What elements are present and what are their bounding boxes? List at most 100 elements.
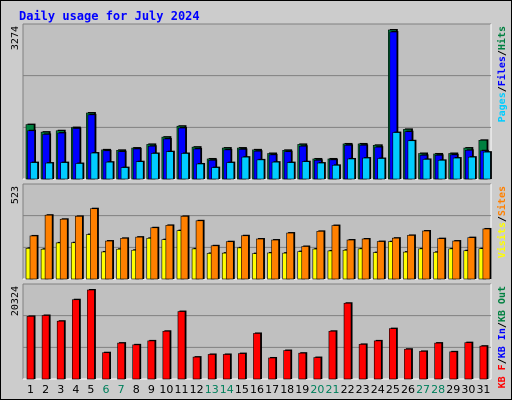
bar-pages-day-15 — [241, 156, 250, 180]
legend-bottom-item-4: KB Out — [497, 286, 508, 322]
bar-sites-day-7 — [120, 238, 128, 280]
x-tick-label-day-3: 3 — [57, 383, 64, 396]
y-max-label-top: 3274 — [10, 26, 21, 50]
x-tick-label-day-21: 21 — [325, 383, 339, 396]
x-tick-label-day-14: 14 — [220, 383, 234, 396]
x-tick-label-day-7: 7 — [118, 383, 125, 396]
bar-pages-day-13 — [211, 167, 219, 180]
bar-sites-day-27 — [422, 230, 430, 280]
bar-kbf-day-8 — [132, 344, 140, 380]
bar-kbf-day-28 — [434, 342, 442, 380]
bar-sites-day-14 — [225, 241, 234, 280]
bar-pages-day-14 — [226, 162, 235, 180]
x-tick-label-day-30: 30 — [461, 383, 475, 396]
y-max-label-bottom: 20324 — [10, 286, 21, 316]
x-tick-label-day-12: 12 — [190, 383, 204, 396]
legend-top-item-3: / — [497, 50, 508, 56]
bar-pages-day-10 — [166, 151, 174, 180]
legend-bottom-item-3: / — [497, 322, 508, 328]
bar-sites-day-20 — [316, 231, 325, 280]
bar-pages-day-19 — [301, 161, 310, 180]
bar-pages-day-16 — [256, 159, 265, 180]
bar-kbf-day-25 — [389, 328, 397, 380]
legend-bottom-item-0: KB F — [497, 364, 508, 388]
bar-sites-day-15 — [241, 235, 249, 280]
x-tick-label-day-20: 20 — [310, 383, 324, 396]
bar-pages-day-22 — [347, 158, 355, 180]
bar-kbf-day-24 — [373, 340, 382, 380]
x-tick-label-day-29: 29 — [446, 383, 460, 396]
bar-kbf-day-31 — [479, 345, 488, 380]
x-tick-label-day-24: 24 — [371, 383, 385, 396]
x-tick-label-day-2: 2 — [42, 383, 49, 396]
bar-kbf-day-18 — [283, 350, 291, 380]
x-tick-label-day-26: 26 — [401, 383, 415, 396]
bar-sites-day-19 — [301, 246, 310, 280]
bar-pages-day-25 — [392, 132, 401, 180]
bar-pages-day-30 — [468, 156, 476, 180]
bar-sites-day-13 — [210, 245, 219, 280]
x-tick-label-day-31: 31 — [476, 383, 490, 396]
bar-pages-day-26 — [407, 140, 416, 180]
legend-top-item-2: Files — [496, 56, 508, 86]
bar-pages-day-31 — [483, 151, 491, 180]
x-tick-label-day-8: 8 — [133, 383, 140, 396]
bar-kbf-day-29 — [449, 351, 458, 380]
legend-top-item-0: Pages — [497, 92, 508, 122]
legend-middle-item-0: Visits — [496, 222, 508, 258]
bar-kbf-day-21 — [328, 330, 337, 380]
x-tick-label-day-10: 10 — [159, 383, 173, 396]
bar-sites-day-28 — [437, 238, 445, 280]
x-tick-label-day-16: 16 — [250, 383, 264, 396]
bar-pages-day-5 — [90, 152, 99, 180]
x-tick-label-day-13: 13 — [205, 383, 219, 396]
x-tick-label-day-1: 1 — [27, 383, 34, 396]
bar-kbf-day-12 — [192, 356, 201, 380]
chart-title: Daily usage for July 2024 — [19, 9, 200, 23]
x-tick-label-day-27: 27 — [416, 383, 430, 396]
bar-pages-day-11 — [181, 153, 189, 180]
bar-pages-day-23 — [362, 157, 370, 180]
bar-sites-day-16 — [256, 238, 264, 280]
bar-kbf-day-27 — [419, 351, 427, 380]
bar-kbf-day-10 — [162, 330, 171, 380]
x-tick-label-day-11: 11 — [175, 383, 189, 396]
x-tick-label-day-17: 17 — [265, 383, 279, 396]
bar-kbf-day-23 — [358, 344, 367, 380]
bar-pages-day-17 — [271, 161, 280, 180]
bar-kbf-day-6 — [102, 352, 110, 380]
bar-kbf-day-26 — [404, 348, 412, 380]
legend-bottom: KB F/KB In/KB Out — [497, 286, 508, 388]
bar-pages-day-4 — [75, 163, 84, 180]
bar-pages-day-6 — [105, 161, 114, 180]
bar-pages-day-20 — [317, 162, 325, 180]
bar-pages-day-27 — [422, 159, 431, 180]
bar-pages-day-29 — [452, 157, 461, 180]
bar-pages-day-18 — [286, 162, 295, 180]
bar-kbf-day-2 — [41, 315, 50, 380]
bar-kbf-day-19 — [298, 352, 307, 380]
bar-sites-day-30 — [467, 237, 476, 280]
legend-middle-item-2: Sites — [496, 186, 508, 216]
bar-sites-day-23 — [361, 238, 370, 280]
x-tick-label-day-28: 28 — [431, 383, 445, 396]
y-max-label-middle: 523 — [10, 186, 21, 204]
bar-kbf-day-13 — [207, 354, 216, 380]
bar-sites-day-8 — [135, 236, 143, 280]
bar-pages-day-8 — [135, 161, 144, 180]
x-tick-label-day-23: 23 — [356, 383, 370, 396]
bar-pages-day-2 — [45, 162, 53, 180]
bar-sites-day-10 — [165, 225, 174, 280]
bar-sites-day-29 — [452, 240, 461, 280]
bar-sites-day-18 — [286, 232, 294, 280]
bar-sites-day-11 — [180, 216, 189, 280]
x-tick-label-day-6: 6 — [103, 383, 110, 396]
bar-kbf-day-17 — [268, 357, 276, 380]
bar-sites-day-4 — [74, 216, 83, 280]
x-tick-label-day-18: 18 — [280, 383, 294, 396]
bar-kbf-day-11 — [177, 311, 186, 380]
legend-bottom-item-2: KB In — [497, 328, 508, 358]
bar-pages-day-7 — [120, 167, 129, 180]
bar-sites-day-21 — [331, 225, 340, 280]
